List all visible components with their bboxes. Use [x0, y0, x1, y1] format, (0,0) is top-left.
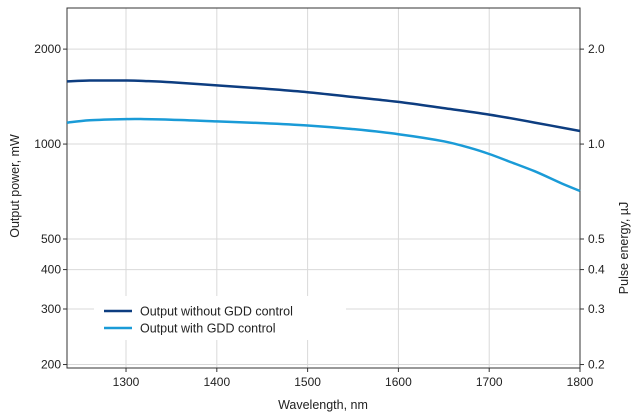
x-axis-title: Wavelength, nm — [278, 398, 368, 412]
y2-tick-label: 0.5 — [588, 232, 605, 246]
y2-tick-label: 1.0 — [588, 137, 605, 151]
y2-tick-label: 0.4 — [588, 263, 605, 277]
series-line-1 — [66, 117, 581, 193]
y-tick-label: 500 — [41, 232, 61, 246]
legend-label-without-gdd: Output without GDD control — [140, 305, 293, 319]
y2-ticks: 0.2 0.3 0.4 0.5 1.0 2.0 — [580, 42, 605, 372]
y2-tick-label: 2.0 — [588, 42, 605, 56]
x-tick-label: 1400 — [203, 375, 230, 389]
legend-label-with-gdd: Output with GDD control — [140, 322, 275, 336]
y-tick-label: 1000 — [34, 137, 61, 151]
series-lines — [66, 79, 581, 193]
y-ticks: 200 300 400 500 1000 2000 — [34, 42, 67, 372]
plot-frame — [66, 7, 581, 369]
legend-background — [94, 296, 346, 340]
x-tick-label: 1500 — [294, 375, 321, 389]
x-tick-label: 1700 — [476, 375, 503, 389]
x-tick-label: 1600 — [385, 375, 412, 389]
legend: Output without GDD control Output with G… — [94, 296, 346, 340]
y2-tick-label: 0.2 — [588, 358, 605, 372]
series-line-0 — [66, 79, 581, 133]
y-tick-label: 300 — [41, 302, 61, 316]
y-tick-label: 200 — [41, 358, 61, 372]
x-ticks: 1300 1400 1500 1600 1700 1800 — [113, 368, 594, 389]
y2-tick-label: 0.3 — [588, 302, 605, 316]
y-tick-label: 2000 — [34, 42, 61, 56]
y-tick-label: 400 — [41, 263, 61, 277]
y2-axis-title: Pulse energy, µJ — [617, 202, 631, 294]
x-tick-label: 1800 — [567, 375, 594, 389]
y-axis-title: Output power, mW — [8, 134, 22, 238]
x-tick-label: 1300 — [113, 375, 140, 389]
